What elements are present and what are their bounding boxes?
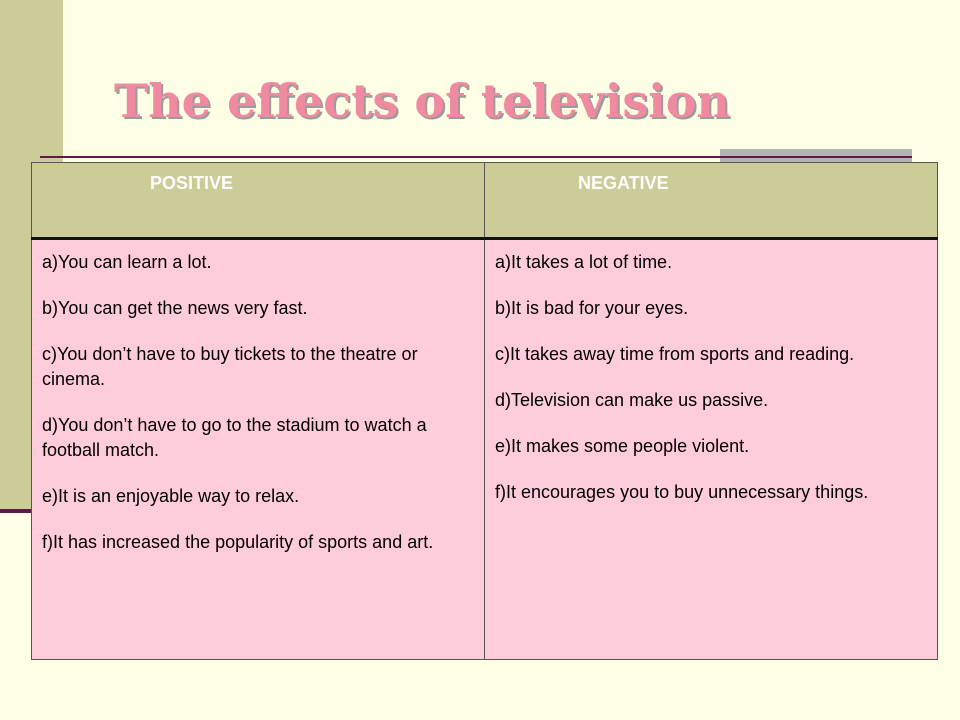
header-positive: POSITIVE: [31, 162, 485, 240]
header-row: POSITIVE NEGATIVE: [31, 162, 938, 240]
positive-item: a)You can learn a lot.: [42, 252, 212, 272]
negative-item: d)Television can make us passive.: [495, 390, 769, 410]
header-negative: NEGATIVE: [484, 162, 938, 240]
negative-list: a)It takes a lot of time. b)It is bad fo…: [495, 250, 927, 505]
negative-item: f)It encourages you to buy unnecessary t…: [495, 482, 869, 502]
negative-cell: a)It takes a lot of time. b)It is bad fo…: [484, 238, 938, 660]
positive-item: d)You don’t have to go to the stadium to…: [42, 415, 427, 460]
positive-item: c)You don’t have to buy tickets to the t…: [42, 344, 418, 389]
positive-cell: a)You can learn a lot. b)You can get the…: [31, 238, 485, 660]
content-row: a)You can learn a lot. b)You can get the…: [31, 238, 938, 660]
negative-item: b)It is bad for your eyes.: [495, 298, 689, 318]
slide-title: The effects of television: [114, 74, 730, 128]
negative-item: e)It makes some people violent.: [495, 436, 750, 456]
positive-item: f)It has increased the popularity of spo…: [42, 532, 434, 552]
negative-item: a)It takes a lot of time.: [495, 252, 673, 272]
positive-list: a)You can learn a lot. b)You can get the…: [42, 250, 474, 555]
negative-item: c)It takes away time from sports and rea…: [495, 344, 855, 364]
left-accent-line: [0, 509, 36, 513]
title-rule: [40, 156, 912, 158]
positive-item: e)It is an enjoyable way to relax.: [42, 486, 300, 506]
positive-item: b)You can get the news very fast.: [42, 298, 308, 318]
effects-table: POSITIVE NEGATIVE a)You can learn a lot.…: [31, 162, 938, 660]
